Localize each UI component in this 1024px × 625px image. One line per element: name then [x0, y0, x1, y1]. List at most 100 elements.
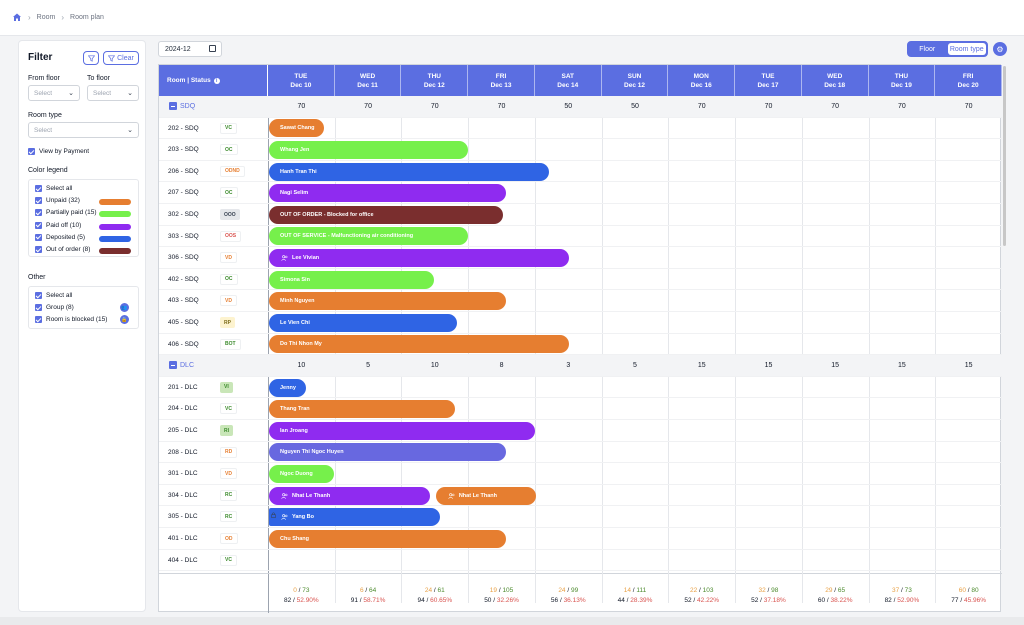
guest-name: Simona Sin [280, 276, 310, 283]
room-name[interactable]: 306 - SDQ [168, 254, 199, 262]
room-name[interactable]: 404 - DLC [168, 556, 198, 564]
legend-swatch [99, 235, 131, 242]
other-label: Select all [46, 292, 73, 299]
summary-a: 32 [758, 587, 766, 594]
booking-bar[interactable]: Whang Jen [269, 140, 468, 159]
booking-bar[interactable]: Hanh Tran Thi [269, 162, 550, 181]
occupancy-summary: 14 / 111 44 / 28.39% [602, 586, 669, 606]
lock-icon [271, 512, 276, 519]
room-row: 205 - DLC RI Ian Jroang [159, 420, 1002, 442]
room-name[interactable]: 205 - DLC [168, 427, 198, 434]
summary-line-1: 19 / 105 [489, 587, 514, 594]
booking-bar[interactable]: Thang Tran [269, 400, 455, 419]
month-picker[interactable]: 2024-12 [158, 41, 222, 57]
filter-button[interactable] [83, 51, 99, 65]
day-date: Dec 14 [557, 82, 579, 89]
legend-item[interactable]: Out of order (8) [35, 246, 90, 253]
status-badge: RC [220, 489, 238, 501]
booking-bar[interactable]: Ian Jroang [269, 421, 535, 440]
legend-item[interactable]: Unpaid (32) [35, 197, 80, 205]
booking-bar[interactable]: OUT OF ORDER - Blocked for office [269, 205, 503, 224]
availability-count: 50 [631, 103, 639, 110]
booking-bar[interactable]: Jenny [269, 378, 306, 397]
booking-bar[interactable]: Nguyen Thi Ngoc Huyen [269, 443, 506, 462]
room-name[interactable]: 406 - SDQ [168, 340, 199, 348]
room-name[interactable]: 204 - DLC [168, 405, 198, 413]
guest-name: Thang Tran [280, 406, 310, 413]
summary-b: 99 [570, 587, 579, 594]
gear-icon[interactable]: ⚙ [993, 42, 1007, 56]
room-name[interactable]: 405 - SDQ [168, 319, 199, 326]
other-item[interactable]: Select all [35, 292, 72, 299]
info-icon[interactable]: i [213, 77, 220, 84]
room-name[interactable]: 305 - DLC [168, 513, 198, 521]
other-label: Room is blocked (15) [46, 316, 108, 324]
home-icon[interactable] [12, 12, 22, 22]
breadcrumb-room[interactable]: Room [36, 13, 56, 21]
room-name[interactable]: 203 - SDQ [168, 146, 199, 154]
booking-bar[interactable]: Do Thi Nhon My [269, 335, 570, 354]
summary-a: 0 [293, 587, 297, 594]
column-divider [801, 96, 803, 603]
room-name[interactable]: 401 - DLC [168, 535, 198, 542]
availability-count: 15 [964, 362, 973, 370]
booking-bar[interactable]: Le Vien Chi [269, 313, 458, 332]
day-date: Dec 10 [290, 82, 312, 89]
occupancy-summary: 29 / 65 60 / 38.22% [802, 586, 869, 606]
booking-bar[interactable]: Nhat Le Thanh [435, 486, 536, 505]
clear-button[interactable]: Clear [103, 51, 139, 65]
booking-bar[interactable]: Ngoc Duong [269, 464, 335, 483]
legend-item[interactable]: Select all [35, 185, 72, 192]
legend-item[interactable]: Deposited (5) [35, 233, 85, 241]
room-name[interactable]: 403 - SDQ [168, 297, 199, 305]
availability-count: 70 [497, 103, 506, 110]
group-name: DLC [180, 361, 195, 369]
room-type-toggle[interactable]: Room type [947, 43, 986, 55]
room-name[interactable]: 301 - DLC [168, 470, 198, 478]
group-icon [281, 492, 288, 499]
booking-bar[interactable]: Nagi Selim [269, 184, 506, 203]
group-toggle[interactable]: DLC [169, 361, 195, 370]
vertical-scrollbar[interactable] [1003, 66, 1006, 246]
booking-bar[interactable]: Yang Bo [269, 508, 440, 527]
to-floor-select[interactable]: Select ⌄ [87, 85, 139, 101]
booking-bar[interactable]: Simona Sin [269, 270, 435, 289]
room-row: 204 - DLC VC Thang Tran [159, 398, 1002, 420]
other-item[interactable]: Group (8) [35, 304, 74, 312]
from-floor-select[interactable]: Select ⌄ [28, 85, 80, 101]
room-name[interactable]: 207 - SDQ [168, 189, 199, 197]
floor-toggle[interactable]: Floor [919, 45, 936, 53]
room-name[interactable]: 202 - SDQ [168, 124, 199, 132]
availability-count: 5 [366, 362, 371, 370]
room-name[interactable]: 303 - SDQ [168, 232, 199, 240]
booking-bar[interactable]: OUT OF SERVICE - Malfunctioning air cond… [269, 227, 468, 246]
booking-bar[interactable]: Lee Vivian [269, 248, 570, 267]
room-name[interactable]: 402 - SDQ [168, 275, 199, 283]
room-name[interactable]: 208 - DLC [168, 448, 198, 456]
checkbox-icon [35, 209, 42, 217]
room-row: 203 - SDQ OC Whang Jen [159, 139, 1002, 161]
grid-footer: 0 / 73 82 / 52.90% 6 / 64 91 / 58.71% 24 / 6… [159, 573, 1002, 613]
room-name[interactable]: 302 - SDQ [168, 211, 199, 218]
summary-c: 91 [350, 597, 358, 604]
room-name[interactable]: 206 - SDQ [168, 167, 199, 175]
group-toggle[interactable]: SDQ [169, 102, 195, 110]
booking-bar[interactable]: Minh Nguyen [269, 292, 506, 311]
summary-d: 52.90% [897, 597, 920, 604]
booking-bar[interactable]: Sawat Chang [269, 119, 324, 138]
legend-item[interactable]: Paid off (10) [35, 221, 81, 229]
availability-count: 10 [430, 362, 439, 370]
day-header: FRI Dec 20 [935, 65, 1003, 96]
day-date: Dec 13 [490, 82, 512, 89]
grid-header: Room | Status i TUE Dec 10 WED Dec 11 THU Dec… [159, 65, 1003, 96]
room-type-select[interactable]: Select ⌄ [28, 122, 139, 138]
other-item[interactable]: Room is blocked (15) [35, 316, 108, 324]
view-by-payment-checkbox[interactable]: View by Payment [28, 148, 89, 155]
status-badge: OOS [220, 230, 242, 242]
room-name[interactable]: 304 - DLC [168, 491, 198, 499]
room-name[interactable]: 201 - DLC [168, 383, 198, 391]
booking-bar[interactable]: Nhat Le Thanh [269, 486, 431, 505]
booking-bar[interactable]: Chu Shang [269, 529, 506, 548]
legend-item[interactable]: Partially paid (15) [35, 209, 97, 217]
summary-a: 6 [359, 587, 364, 594]
